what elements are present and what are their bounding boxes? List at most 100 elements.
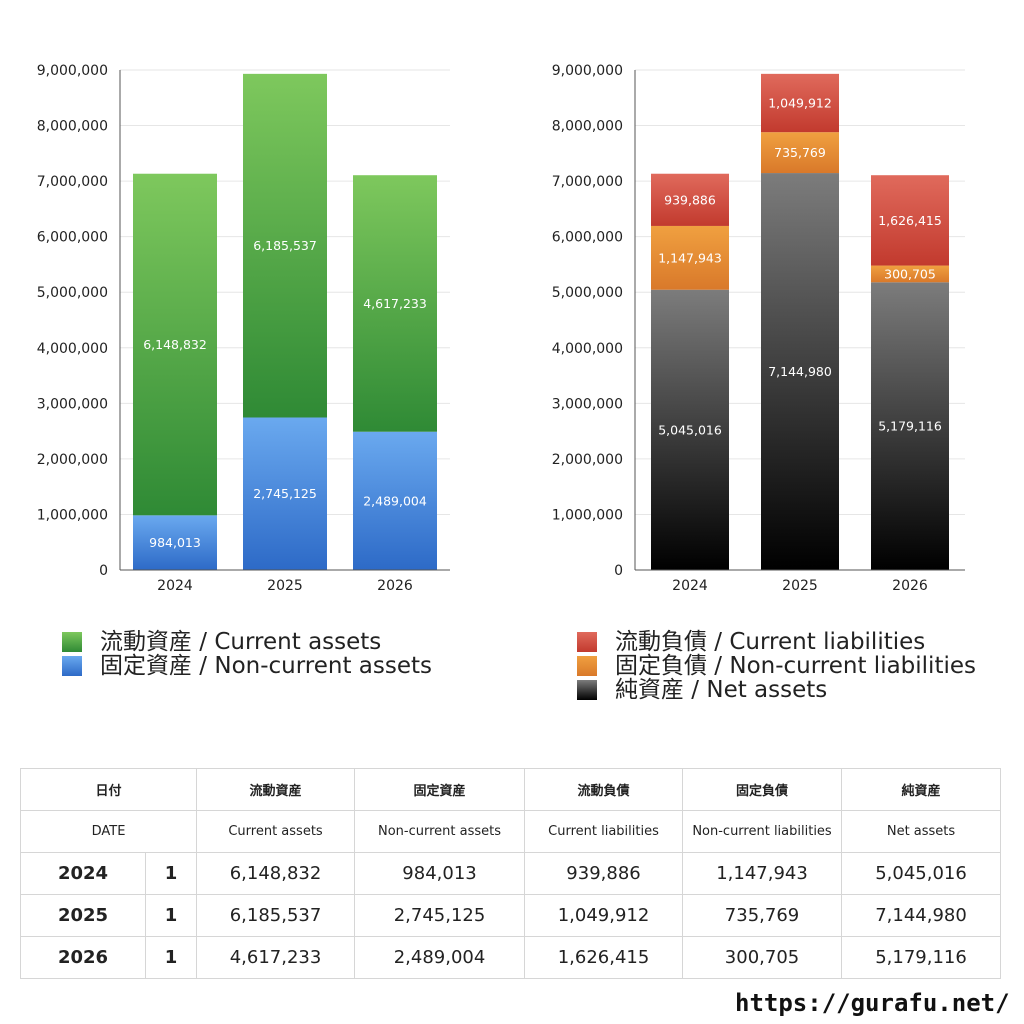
- x-tick-label: 2025: [267, 578, 303, 594]
- assets-chart: 0 1,000,000 2,000,000 3,000,000 4,000,000 5,0…: [37, 63, 450, 594]
- row-month: 1: [144, 894, 198, 937]
- cell-non-current-liabilities: 300,705: [682, 936, 843, 979]
- header-non-current-liabilities-jp: 固定負債: [682, 768, 843, 811]
- header-non-current-liabilities-en: Non-current liabilities: [682, 810, 843, 853]
- cell-current-assets: 6,148,832: [196, 852, 356, 895]
- legend-swatch: [62, 656, 82, 676]
- legend-label: 流動負債 / Current liabilities: [615, 629, 926, 655]
- bar-segment: [133, 515, 217, 570]
- row-year: 2024: [20, 852, 146, 895]
- bar-value-label: 300,705: [884, 266, 936, 281]
- bar-value-label: 735,769: [774, 145, 826, 160]
- header-date-jp: 日付: [19, 768, 198, 811]
- x-tick-label: 2025: [782, 578, 818, 594]
- table-header-row-jp: 日付 流動資産 固定資産 流動負債 固定負債 純資産: [19, 768, 1002, 811]
- bar-segment: [243, 417, 327, 570]
- legend-swatch: [62, 632, 82, 652]
- y-tick-label: 8,000,000: [552, 119, 623, 135]
- bar-value-label: 1,147,943: [658, 250, 722, 265]
- legend-item-non-current-assets: 固定資産 / Non-current assets: [62, 654, 432, 678]
- x-tick-label: 2026: [377, 578, 413, 594]
- legend-label: 固定負債 / Non-current liabilities: [615, 653, 976, 679]
- legend-swatch: [577, 656, 597, 676]
- header-current-assets-jp: 流動資産: [196, 768, 356, 811]
- liabilities-legend: 流動負債 / Current liabilities 固定負債 / Non-cu…: [577, 630, 976, 702]
- y-tick-label: 3,000,000: [37, 396, 108, 412]
- cell-current-liabilities: 1,626,415: [524, 936, 684, 979]
- table-row: 2024 1 6,148,832 984,013 939,886 1,147,9…: [20, 852, 1002, 895]
- cell-net-assets: 5,045,016: [841, 852, 1002, 895]
- legend-item-non-current-liabilities: 固定負債 / Non-current liabilities: [577, 654, 976, 678]
- site-url[interactable]: https://gurafu.net/: [735, 989, 1010, 1017]
- cell-current-liabilities: 939,886: [524, 852, 684, 895]
- cell-net-assets: 5,179,116: [841, 936, 1002, 979]
- charts-canvas: 0 1,000,000 2,000,000 3,000,000 4,000,000 5,0…: [37, 63, 965, 594]
- header-date-en: DATE: [19, 810, 198, 853]
- header-net-assets-en: Net assets: [841, 810, 1002, 853]
- cell-non-current-assets: 2,745,125: [354, 894, 526, 937]
- bar-segment: [353, 431, 437, 570]
- bar-value-label: 2,489,004: [363, 493, 427, 508]
- x-tick-label: 2024: [157, 578, 193, 594]
- header-net-assets-jp: 純資産: [841, 768, 1002, 811]
- table-row: 2025 1 6,185,537 2,745,125 1,049,912 735…: [20, 894, 1002, 937]
- bar-segment: [651, 173, 729, 226]
- y-tick-label: 6,000,000: [37, 230, 108, 246]
- legend-label: 流動資産 / Current assets: [100, 629, 382, 655]
- y-tick-label: 7,000,000: [552, 174, 623, 190]
- legend-item-net-assets: 純資産 / Net assets: [577, 678, 976, 702]
- bar-value-label: 6,148,832: [143, 337, 207, 352]
- cell-current-liabilities: 1,049,912: [524, 894, 684, 937]
- y-tick-label: 2,000,000: [37, 452, 108, 468]
- bar-segment: [871, 265, 949, 283]
- row-year: 2025: [20, 894, 146, 937]
- bar-segment: [871, 175, 949, 266]
- y-tick-label: 4,000,000: [37, 341, 108, 357]
- header-non-current-assets-en: Non-current assets: [354, 810, 526, 853]
- cell-non-current-assets: 984,013: [354, 852, 526, 895]
- bar-segment: [761, 132, 839, 174]
- y-tick-label: 8,000,000: [37, 119, 108, 135]
- y-tick-label: 9,000,000: [552, 63, 623, 79]
- table-row: 2026 1 4,617,233 2,489,004 1,626,415 300…: [20, 936, 1002, 979]
- row-month: 1: [144, 852, 198, 895]
- bar-segment: [761, 173, 839, 570]
- y-tick-label: 9,000,000: [37, 63, 108, 79]
- y-tick-label: 0: [99, 563, 108, 579]
- y-tick-label: 1,000,000: [552, 507, 623, 523]
- assets-legend: 流動資産 / Current assets 固定資産 / Non-current…: [62, 630, 432, 678]
- bar-value-label: 4,617,233: [363, 296, 427, 311]
- x-tick-label: 2026: [892, 578, 928, 594]
- table-header-row-en: DATE Current assets Non-current assets C…: [19, 810, 1002, 853]
- header-current-assets-en: Current assets: [196, 810, 356, 853]
- row-year: 2026: [20, 936, 146, 979]
- bar-value-label: 1,626,415: [878, 213, 942, 228]
- bar-segment: [761, 73, 839, 133]
- y-tick-label: 4,000,000: [552, 341, 623, 357]
- y-tick-label: 5,000,000: [552, 285, 623, 301]
- bar-value-label: 5,179,116: [878, 419, 942, 434]
- y-tick-label: 6,000,000: [552, 230, 623, 246]
- x-tick-label: 2024: [672, 578, 708, 594]
- bar-value-label: 984,013: [149, 535, 201, 550]
- liabilities-chart: 0 1,000,000 2,000,000 3,000,000 4,000,000 5,0…: [552, 63, 965, 594]
- bar-value-label: 5,045,016: [658, 422, 722, 437]
- y-tick-label: 3,000,000: [552, 396, 623, 412]
- cell-non-current-assets: 2,489,004: [354, 936, 526, 979]
- header-non-current-assets-jp: 固定資産: [354, 768, 526, 811]
- cell-net-assets: 7,144,980: [841, 894, 1002, 937]
- bar-segment: [133, 173, 217, 516]
- cell-current-assets: 4,617,233: [196, 936, 356, 979]
- bar-value-label: 1,049,912: [768, 96, 832, 111]
- legend-label: 固定資産 / Non-current assets: [100, 653, 433, 679]
- bar-segment: [651, 225, 729, 290]
- bar-value-label: 2,745,125: [253, 486, 317, 501]
- y-tick-label: 0: [614, 563, 623, 579]
- bar-segment: [651, 289, 729, 570]
- cell-non-current-liabilities: 1,147,943: [682, 852, 843, 895]
- bar-segment: [243, 73, 327, 418]
- header-current-liabilities-en: Current liabilities: [524, 810, 684, 853]
- data-table: 日付 流動資産 固定資産 流動負債 固定負債 純資産 DATE Current …: [19, 768, 1002, 979]
- bar-value-label: 939,886: [664, 192, 716, 207]
- bar-segment: [871, 282, 949, 570]
